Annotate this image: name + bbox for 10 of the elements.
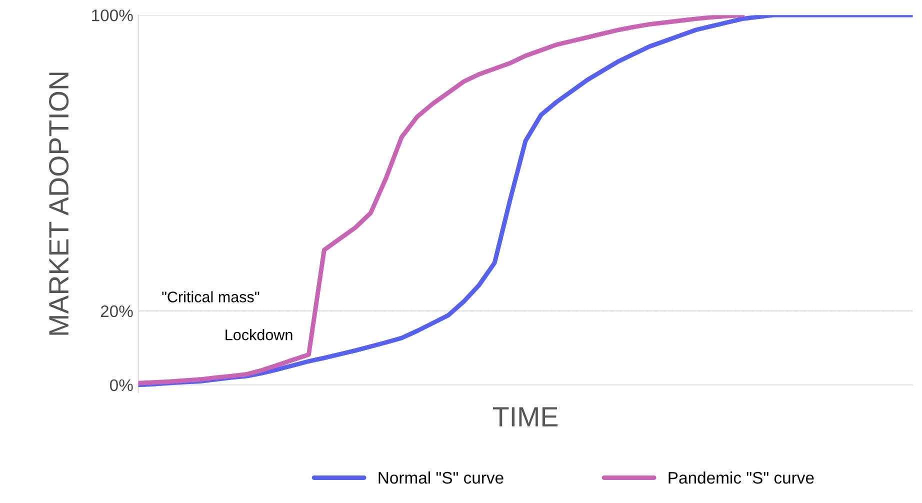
legend-label: Pandemic "S" curve [668,471,814,484]
annotation: Lockdown [226,329,292,340]
y-axis-title: MARKET ADOPTION [48,72,69,335]
y-tick-label: 20% [100,305,133,318]
legend-label: Normal "S" curve [378,471,504,484]
line-series [138,15,745,386]
x-axis-title: TIME [492,407,558,426]
y-tick-label: 0% [110,379,133,392]
y-tick-label: 100% [92,9,133,22]
ref-line-label: "Critical mass" [162,291,260,302]
